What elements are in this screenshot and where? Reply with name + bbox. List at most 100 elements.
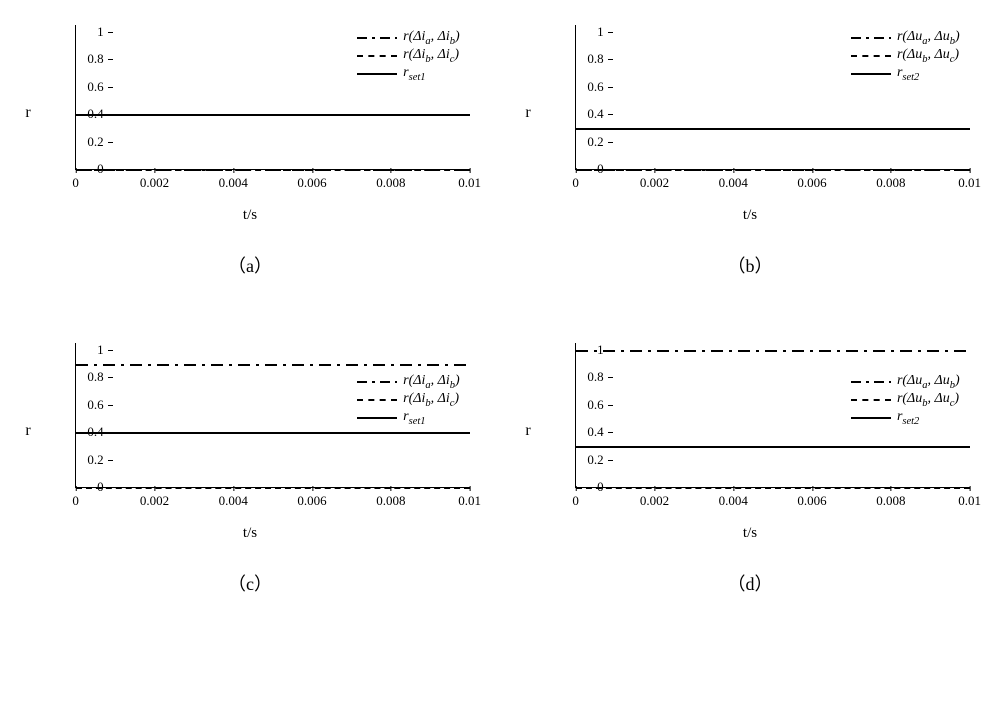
y-tick: 1 bbox=[72, 342, 104, 358]
legend-swatch-dashdot bbox=[851, 381, 891, 383]
x-tick: 0.002 bbox=[640, 493, 669, 509]
y-tick: 0.6 bbox=[72, 79, 104, 95]
x-tick: 0.004 bbox=[219, 175, 248, 191]
series-line-dash bbox=[576, 487, 970, 489]
subplot-caption: （d） bbox=[728, 570, 773, 596]
legend-label: r(Δia, Δib) bbox=[403, 29, 460, 47]
legend-swatch-solid bbox=[357, 417, 397, 419]
y-axis-label: r bbox=[525, 422, 530, 440]
legend-row: r(Δub, Δuc) bbox=[851, 47, 960, 65]
y-tick: 1 bbox=[72, 24, 104, 40]
legend-swatch-solid bbox=[851, 73, 891, 75]
legend-swatch-dash bbox=[357, 399, 397, 401]
legend-label: r(Δua, Δub) bbox=[897, 29, 960, 47]
series-line-solid bbox=[576, 446, 970, 448]
subplot-caption: （a） bbox=[228, 252, 272, 278]
legend: r(Δua, Δub)r(Δub, Δuc)rset2 bbox=[851, 373, 960, 427]
x-tick: 0.008 bbox=[376, 175, 405, 191]
x-tick: 0.008 bbox=[876, 493, 905, 509]
plot-area: 00.20.40.60.8100.0020.0040.0060.0080.01r… bbox=[535, 20, 975, 205]
series-line-solid bbox=[76, 432, 470, 434]
panel-c: r00.20.40.60.8100.0020.0040.0060.0080.01… bbox=[20, 338, 480, 596]
legend-row: r(Δua, Δub) bbox=[851, 373, 960, 391]
x-axis-label: t/s bbox=[743, 207, 757, 224]
legend-row: r(Δia, Δib) bbox=[357, 373, 460, 391]
x-tick: 0.008 bbox=[876, 175, 905, 191]
plot-wrap: r00.20.40.60.8100.0020.0040.0060.0080.01… bbox=[525, 20, 974, 205]
legend-row: rset1 bbox=[357, 65, 460, 83]
y-tick: 0.2 bbox=[572, 134, 604, 150]
legend-row: r(Δib, Δic) bbox=[357, 47, 460, 65]
y-axis-label: r bbox=[25, 422, 30, 440]
y-tick: 0.4 bbox=[572, 424, 604, 440]
subplot-caption: （b） bbox=[728, 252, 773, 278]
y-tick: 0.4 bbox=[572, 106, 604, 122]
series-line-dash bbox=[576, 169, 970, 171]
legend-swatch-dashdot bbox=[851, 37, 891, 39]
legend: r(Δia, Δib)r(Δib, Δic)rset1 bbox=[357, 373, 460, 427]
x-tick: 0.008 bbox=[376, 493, 405, 509]
x-tick: 0.002 bbox=[140, 175, 169, 191]
legend-swatch-dash bbox=[357, 55, 397, 57]
y-tick: 1 bbox=[572, 24, 604, 40]
y-axis-label: r bbox=[525, 104, 530, 122]
x-axis-label: t/s bbox=[243, 525, 257, 542]
x-axis-label: t/s bbox=[743, 525, 757, 542]
x-tick: 0.01 bbox=[958, 175, 981, 191]
series-line-solid bbox=[576, 128, 970, 130]
x-tick: 0.006 bbox=[297, 175, 326, 191]
legend-row: r(Δia, Δib) bbox=[357, 29, 460, 47]
x-tick: 0.006 bbox=[297, 493, 326, 509]
y-tick: 0.6 bbox=[572, 79, 604, 95]
legend: r(Δia, Δib)r(Δib, Δic)rset1 bbox=[357, 29, 460, 83]
x-axis-label: t/s bbox=[243, 207, 257, 224]
legend-row: r(Δub, Δuc) bbox=[851, 391, 960, 409]
x-tick: 0.01 bbox=[458, 175, 481, 191]
legend-swatch-dashdot bbox=[357, 381, 397, 383]
x-tick: 0.01 bbox=[458, 493, 481, 509]
x-tick: 0.006 bbox=[797, 175, 826, 191]
y-tick: 0.8 bbox=[72, 369, 104, 385]
legend-swatch-dash bbox=[851, 399, 891, 401]
y-tick: 0.2 bbox=[72, 452, 104, 468]
legend-swatch-solid bbox=[357, 73, 397, 75]
y-tick: 0.8 bbox=[72, 51, 104, 67]
legend-row: rset2 bbox=[851, 65, 960, 83]
legend-label: r(Δia, Δib) bbox=[403, 373, 460, 391]
series-line-dash bbox=[76, 487, 470, 489]
subplot-caption: （c） bbox=[228, 570, 272, 596]
series-line-solid bbox=[76, 114, 470, 116]
legend-label: r(Δub, Δuc) bbox=[897, 391, 959, 409]
legend: r(Δua, Δub)r(Δub, Δuc)rset2 bbox=[851, 29, 960, 83]
x-tick: 0.006 bbox=[797, 493, 826, 509]
x-tick: 0.002 bbox=[140, 493, 169, 509]
legend-swatch-dash bbox=[851, 55, 891, 57]
legend-swatch-dashdot bbox=[357, 37, 397, 39]
axes: 00.20.40.60.8100.0020.0040.0060.0080.01r… bbox=[575, 343, 970, 488]
y-tick: 0.8 bbox=[572, 51, 604, 67]
x-tick: 0.002 bbox=[640, 175, 669, 191]
plot-wrap: r00.20.40.60.8100.0020.0040.0060.0080.01… bbox=[25, 20, 474, 205]
legend-row: rset2 bbox=[851, 409, 960, 427]
x-tick: 0.004 bbox=[219, 493, 248, 509]
series-line-dashdot bbox=[76, 364, 470, 366]
legend-row: rset1 bbox=[357, 409, 460, 427]
legend-label: r(Δub, Δuc) bbox=[897, 47, 959, 65]
plot-area: 00.20.40.60.8100.0020.0040.0060.0080.01r… bbox=[35, 338, 475, 523]
series-line-dash bbox=[76, 169, 470, 171]
axes: 00.20.40.60.8100.0020.0040.0060.0080.01r… bbox=[75, 25, 470, 170]
legend-label: rset1 bbox=[403, 409, 425, 427]
legend-label: rset2 bbox=[897, 65, 919, 83]
legend-label: rset2 bbox=[897, 409, 919, 427]
legend-label: r(Δib, Δic) bbox=[403, 391, 459, 409]
legend-swatch-solid bbox=[851, 417, 891, 419]
y-tick: 0.2 bbox=[72, 134, 104, 150]
series-line-dashdot bbox=[576, 350, 970, 352]
x-tick: 0 bbox=[72, 493, 79, 509]
legend-label: rset1 bbox=[403, 65, 425, 83]
plot-wrap: r00.20.40.60.8100.0020.0040.0060.0080.01… bbox=[25, 338, 474, 523]
x-tick: 0 bbox=[72, 175, 79, 191]
plot-area: 00.20.40.60.8100.0020.0040.0060.0080.01r… bbox=[35, 20, 475, 205]
plot-wrap: r 00.20.40.60.8100.0020.0040.0060.0080.01… bbox=[525, 338, 974, 523]
x-tick: 0 bbox=[572, 175, 579, 191]
